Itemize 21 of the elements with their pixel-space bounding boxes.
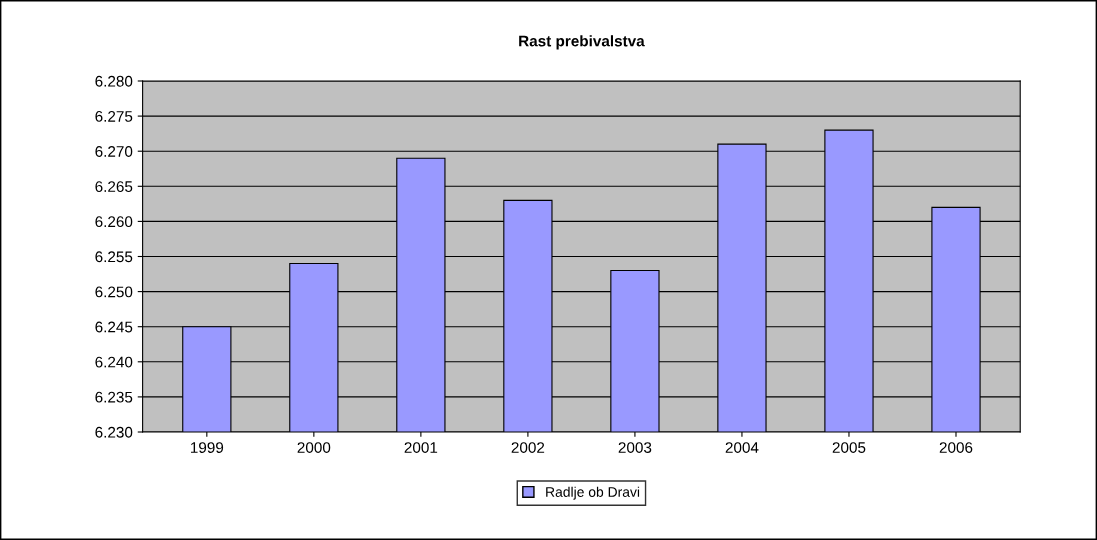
y-tick-label: 6.255 (95, 251, 133, 263)
y-tick-label: 6.270 (95, 146, 133, 157)
x-tick-label: 2003 (618, 442, 652, 453)
y-tick-label: 6.230 (95, 426, 133, 438)
x-tick-label: 2005 (832, 442, 866, 453)
x-tick-label: 2006 (939, 442, 973, 453)
y-tick-label: 6.280 (95, 75, 133, 87)
y-tick-label: 6.260 (95, 216, 133, 228)
x-tick-label: 2001 (404, 442, 438, 453)
y-tick-label: 6.240 (95, 356, 133, 368)
y-tick-label: 6.275 (95, 110, 133, 122)
x-tick-label: 1999 (191, 442, 224, 453)
y-tick-label: 6.235 (95, 391, 133, 403)
x-tick-label: 2000 (297, 442, 331, 453)
y-tick-label: 6.245 (95, 321, 133, 333)
y-tick-label: 6.265 (95, 181, 133, 192)
legend-label: Radlje ob Dravi (546, 486, 640, 500)
x-tick-label: 2004 (725, 442, 759, 453)
chart-title: Rast prebivalstva (519, 35, 645, 50)
x-tick-label: 2002 (511, 442, 545, 453)
y-tick-label: 6.250 (95, 286, 133, 298)
